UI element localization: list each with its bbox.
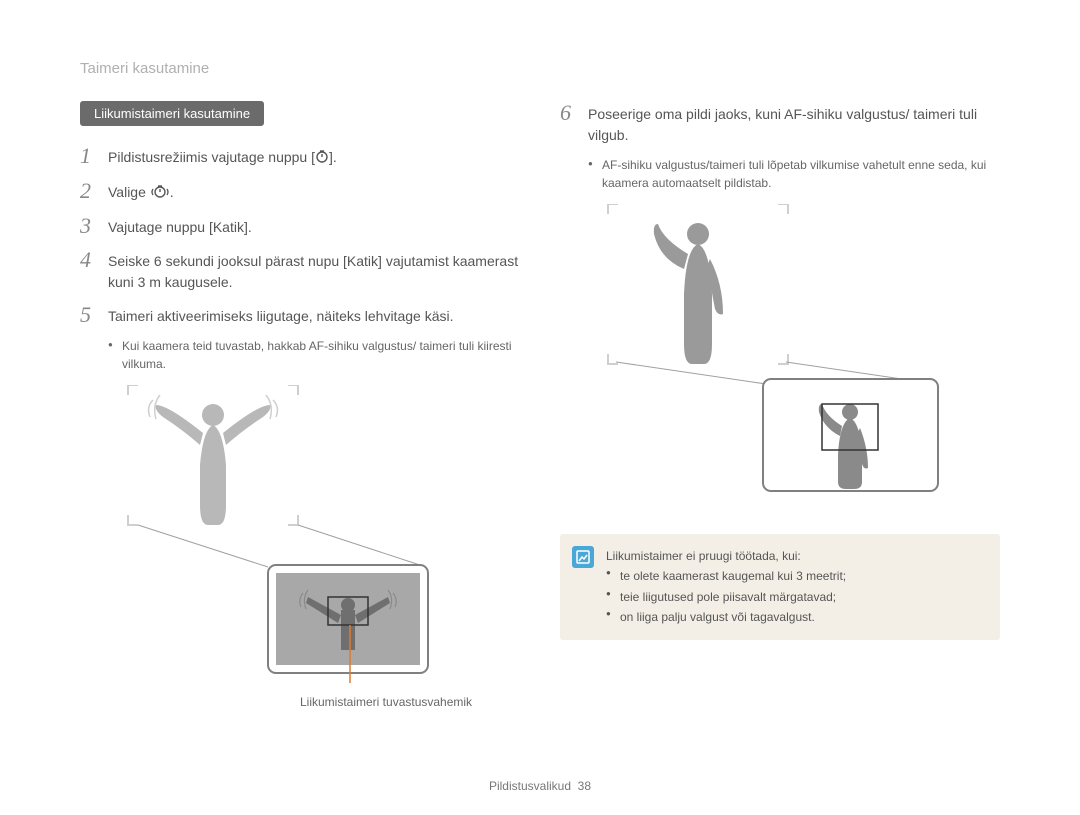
step-text: Pildistusrežiimis vajutage nuppu [].: [108, 144, 520, 169]
note-item: te olete kaamerast kaugemal kui 3 meetri…: [606, 566, 984, 586]
footer-page-number: 38: [578, 779, 591, 793]
step-number: 5: [80, 303, 98, 327]
page-title: Taimeri kasutamine: [80, 60, 1000, 77]
step-5: 5 Taimeri aktiveerimiseks liigutage, näi…: [80, 303, 520, 327]
note-box: Liikumistaimer ei pruugi töötada, kui: t…: [560, 534, 1000, 640]
step-6-bullet: AF-sihiku valgustus/taimeri tuli lõpetab…: [588, 156, 1000, 192]
step-4: 4 Seiske 6 sekundi jooksul pärast nupu […: [80, 248, 520, 293]
footer-label: Pildistusvalikud: [489, 779, 571, 793]
step-3: 3 Vajutage nuppu [Katik].: [80, 214, 520, 238]
section-label: Liikumistaimeri kasutamine: [80, 101, 264, 126]
content-columns: Liikumistaimeri kasutamine 1 Pildistusre…: [80, 101, 1000, 711]
illustration-left: [108, 385, 468, 685]
step-1: 1 Pildistusrežiimis vajutage nuppu [].: [80, 144, 520, 169]
step-text: Vajutage nuppu [Katik].: [108, 214, 520, 238]
step-text: Poseerige oma pildi jaoks, kuni AF-sihik…: [588, 101, 1000, 146]
left-column: Liikumistaimeri kasutamine 1 Pildistusre…: [80, 101, 520, 711]
step-number: 4: [80, 248, 98, 272]
step-6: 6 Poseerige oma pildi jaoks, kuni AF-sih…: [560, 101, 1000, 146]
step-number: 1: [80, 144, 98, 168]
motion-timer-icon: [150, 183, 170, 204]
note-item: on liiga palju valgust või tagavalgust.: [606, 607, 984, 627]
right-column: 6 Poseerige oma pildi jaoks, kuni AF-sih…: [560, 101, 1000, 711]
page-footer: Pildistusvalikud 38: [489, 779, 591, 793]
step-text: Seiske 6 sekundi jooksul pärast nupu [Ka…: [108, 248, 520, 293]
timer-icon: [315, 148, 329, 169]
illustration-right: [588, 204, 988, 494]
step-number: 2: [80, 179, 98, 203]
step-5-bullet: Kui kaamera teid tuvastab, hakkab AF-sih…: [108, 337, 520, 373]
note-item: teie liigutused pole piisavalt märgatava…: [606, 587, 984, 607]
step-text: Valige .: [108, 179, 520, 204]
step-number: 6: [560, 101, 578, 125]
step-text: Taimeri aktiveerimiseks liigutage, näite…: [108, 303, 520, 327]
illustration-caption: Liikumistaimeri tuvastusvahemik: [300, 693, 520, 711]
note-icon: [572, 546, 594, 568]
step-number: 3: [80, 214, 98, 238]
note-head: Liikumistaimer ei pruugi töötada, kui:: [606, 546, 984, 566]
step-2: 2 Valige .: [80, 179, 520, 204]
